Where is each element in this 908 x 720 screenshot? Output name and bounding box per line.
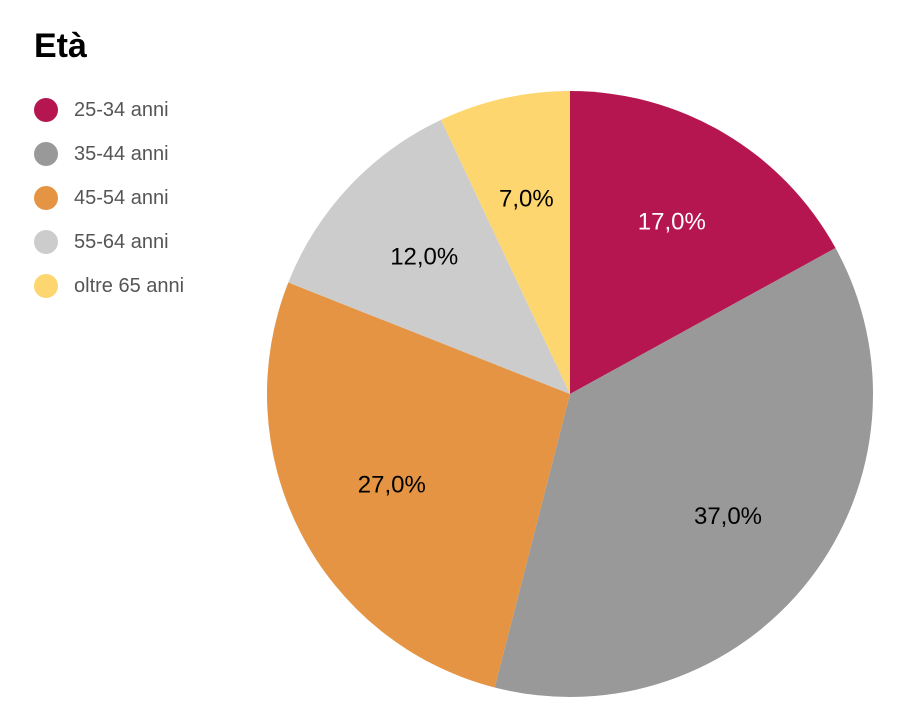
- legend-item-over-65[interactable]: oltre 65 anni: [34, 264, 184, 308]
- legend-label: 55-64 anni: [74, 230, 169, 253]
- pie-slice[interactable]: [288, 119, 570, 394]
- legend-swatch: [34, 230, 58, 254]
- pie-slice[interactable]: [440, 91, 570, 394]
- legend-swatch: [34, 98, 58, 122]
- pie-slice[interactable]: [494, 248, 874, 698]
- slice-value-label: 7,0%: [499, 185, 554, 212]
- legend-item-35-44[interactable]: 35-44 anni: [34, 132, 184, 176]
- slice-value-label: 17,0%: [638, 208, 706, 235]
- legend-swatch: [34, 142, 58, 166]
- legend-label: 35-44 anni: [74, 142, 169, 165]
- slice-value-label: 27,0%: [358, 471, 426, 498]
- slice-value-label: 37,0%: [694, 503, 762, 530]
- legend-swatch: [34, 274, 58, 298]
- slice-value-label: 12,0%: [390, 244, 458, 271]
- legend-label: 45-54 anni: [74, 186, 169, 209]
- pie-slice[interactable]: [266, 282, 570, 688]
- legend-label: oltre 65 anni: [74, 274, 185, 297]
- pie-slice[interactable]: [570, 91, 836, 394]
- legend: 25-34 anni 35-44 anni 45-54 anni 55-64 a…: [34, 88, 184, 308]
- legend-item-25-34[interactable]: 25-34 anni: [34, 88, 184, 132]
- legend-item-55-64[interactable]: 55-64 anni: [34, 220, 184, 264]
- legend-item-45-54[interactable]: 45-54 anni: [34, 176, 184, 220]
- chart-title: Età: [34, 27, 87, 65]
- legend-label: 25-34 anni: [74, 98, 169, 121]
- legend-swatch: [34, 186, 58, 210]
